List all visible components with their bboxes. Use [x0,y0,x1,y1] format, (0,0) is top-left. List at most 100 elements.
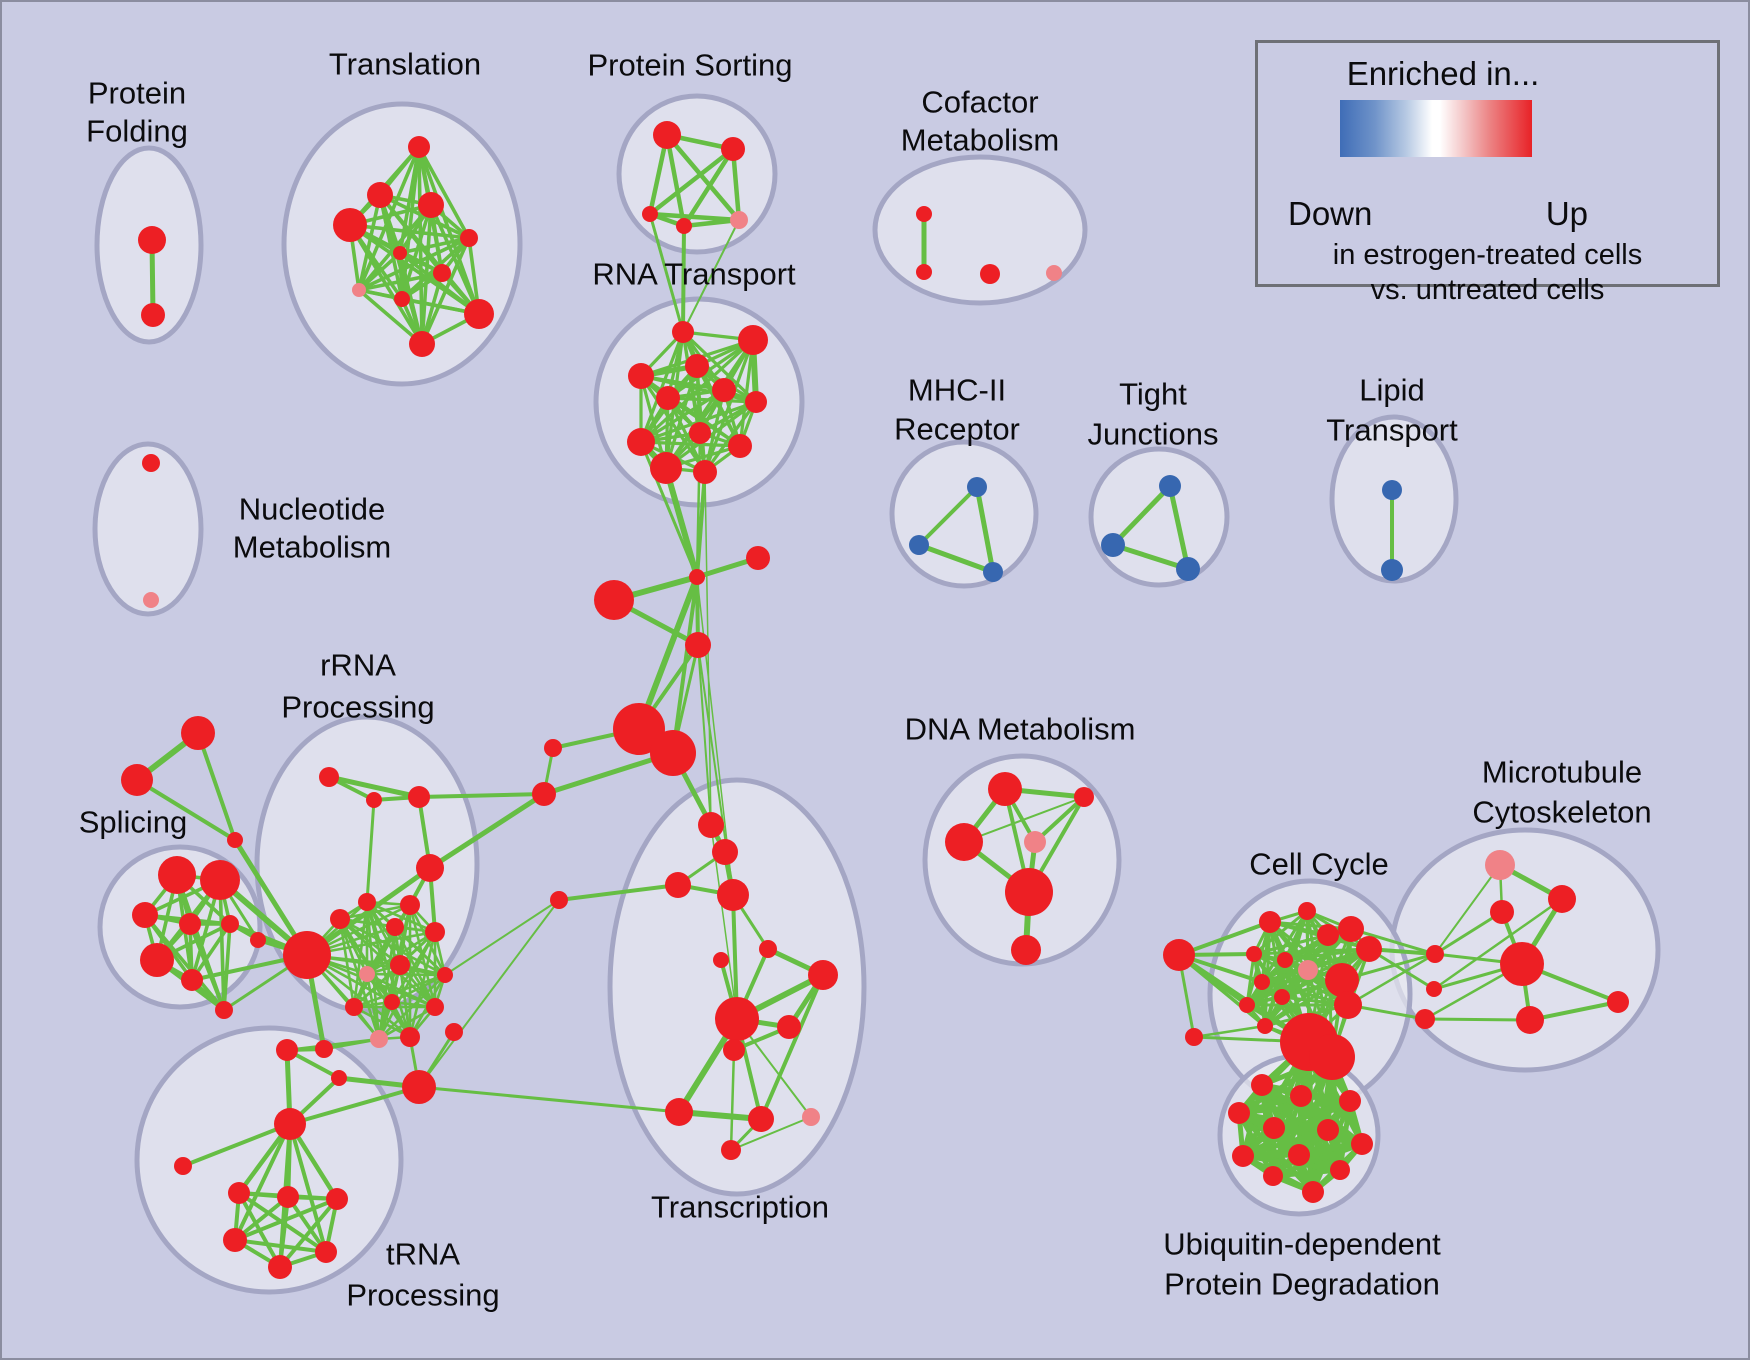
network-edge [377,930,437,1041]
network-node [715,997,759,1041]
network-node [721,1140,741,1160]
network-edge [1433,910,1504,956]
network-edge [1192,1024,1267,1039]
network-node [143,592,159,608]
network-edge [1432,897,1564,991]
network-node [390,955,410,975]
network-node [1101,533,1125,557]
network-node [319,767,339,787]
network-edge [135,778,237,842]
network-node [1298,960,1318,980]
network-edge [417,145,471,240]
network-node [1024,831,1046,853]
network-node [613,703,665,755]
network-node [174,1157,192,1175]
network-node [656,386,680,410]
network-node [1159,475,1181,497]
network-edge [357,251,402,292]
network-edge [338,917,356,1009]
network-node [689,422,711,444]
network-node [650,452,682,484]
network-edge [681,224,686,334]
network-node [916,264,932,280]
network-node [1228,1102,1250,1124]
network-edge [663,465,700,580]
network-node [1309,1034,1355,1080]
legend-ends-row: Down Up [1288,195,1588,233]
network-node [1317,1119,1339,1141]
network-edge [352,900,369,1009]
legend-gradient-bar [1340,100,1532,157]
network-edge [233,1122,292,1242]
network-edge [398,251,424,346]
network-edge [357,271,444,292]
network-edge [1270,1167,1343,1179]
cluster-label-microtubule-cytoskeleton: Microtubule [1482,755,1642,790]
cluster-label-nucleotide-metabolism: Nucleotide [239,492,385,527]
network-node [717,879,749,911]
network-node [665,1098,693,1126]
network-node [359,966,375,982]
network-node [1426,981,1442,997]
network-edge [304,865,433,958]
network-node [1485,850,1515,880]
network-edge [352,963,402,1009]
network-node [250,932,266,948]
network-node [676,218,692,234]
network-edge [636,574,700,732]
network-edge [288,1122,328,1254]
cluster-ellipse-protein-sorting [616,93,778,255]
legend-up-label: Up [1545,195,1588,232]
network-edge [738,338,755,448]
network-edge [681,330,758,404]
network-node [1074,787,1094,807]
network-node [460,229,478,247]
network-node [627,428,655,456]
network-node [331,1070,347,1086]
network-node [408,786,430,808]
network-edge [917,485,979,547]
cluster-label-cell-cycle: Cell Cycle [1249,847,1389,882]
network-node [1607,991,1629,1013]
network-node [138,226,166,254]
network-node [980,264,1000,284]
network-node [1490,900,1514,924]
cluster-label-tight-junctions: Tight [1119,377,1187,412]
network-node [1232,1145,1254,1167]
network-edge [639,440,699,579]
network-edge [759,973,825,1121]
network-edge [639,374,758,404]
network-node [402,1070,436,1104]
network-edge [196,731,237,842]
network-edge [417,145,481,316]
cluster-label-cofactor-metabolism: Cofactor [921,85,1038,120]
network-node [594,580,634,620]
network-node [433,264,451,282]
network-node [333,208,367,242]
network-edge [427,791,547,871]
network-node [400,895,420,915]
cluster-label-splicing: Splicing [79,805,188,840]
network-node [315,1040,333,1058]
cluster-label-protein-folding: Folding [86,114,188,149]
network-node [945,823,983,861]
network-node [223,1228,247,1252]
network-edge [278,1197,339,1269]
network-node [712,378,736,402]
cluster-label-ubiquitin-degradation: Protein Degradation [1164,1267,1440,1302]
cluster-label-mhc-ii-receptor: MHC-II [908,373,1006,408]
network-node [1257,1018,1273,1034]
network-edge [639,388,726,444]
network-node [1330,1160,1350,1180]
network-edge [916,542,996,575]
network-edge [681,217,742,229]
network-node [181,716,215,750]
cluster-label-trna-processing: tRNA [386,1237,460,1272]
network-node [712,839,738,865]
network-node [1339,1090,1361,1112]
network-node [628,363,654,389]
cluster-label-ubiquitin-degradation: Ubiquitin-dependent [1163,1227,1441,1262]
network-node [808,960,838,990]
